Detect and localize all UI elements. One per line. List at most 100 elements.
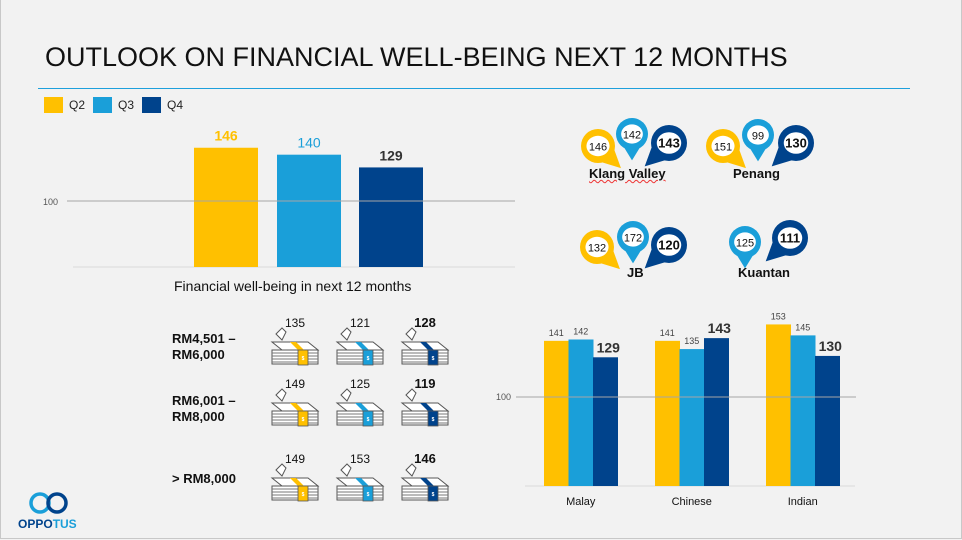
klang-valley-q4-pin-inner xyxy=(656,132,682,154)
money-stack-icon-0-q2-flap xyxy=(275,327,287,341)
legend-label-q4: Q4 xyxy=(167,98,184,112)
jb-q3-pin-inner xyxy=(622,227,644,247)
jb-q4-pin-value: 120 xyxy=(658,238,680,253)
money-stack-icon-1-q4-band-top xyxy=(420,403,434,411)
klang-valley-q4-pin-value: 143 xyxy=(658,136,680,151)
penang-q4-pin-value: 130 xyxy=(785,136,807,151)
legend: Q2 Q3 Q4 xyxy=(44,97,191,113)
penang-q2-pin-tail xyxy=(726,149,746,169)
eth-bar-indian-q3 xyxy=(790,335,816,486)
eth-tick-label-indian: Indian xyxy=(788,496,818,508)
logo-text-dark: OPPO xyxy=(18,517,53,531)
eth-tick-label-chinese: Chinese xyxy=(672,496,712,508)
income-value-0-q4: 128 xyxy=(414,315,436,330)
eth-data-label-malay-q4: 129 xyxy=(597,339,621,355)
money-stack-icon-0-q3-flap xyxy=(340,327,352,341)
legend-item-q2: Q2 xyxy=(44,97,85,113)
legend-item-q4: Q4 xyxy=(142,97,183,113)
overall-data-label-q2: 146 xyxy=(214,128,238,144)
kuantan-q3-pin-inner xyxy=(734,232,756,252)
legend-swatch-q2 xyxy=(44,97,63,113)
eth-data-label-chinese-q4: 143 xyxy=(708,320,732,336)
eth-tick-label-malay: Malay xyxy=(566,496,596,508)
penang-q2-pin-inner xyxy=(711,135,735,157)
money-stack-icon-0-q4-band-top xyxy=(420,342,434,350)
jb-q2-pin-value: 132 xyxy=(588,243,606,255)
money-stack-icon-1-q4-dollar: $ xyxy=(432,417,435,423)
eth-bar-chinese-q4 xyxy=(704,338,729,486)
eth-data-label-indian-q2: 153 xyxy=(771,311,786,321)
region-label-penang: Penang xyxy=(733,166,780,181)
eth-bar-chinese-q3 xyxy=(679,349,705,486)
jb-q2-pin-inner xyxy=(585,236,609,258)
legend-label-q2: Q2 xyxy=(69,98,86,112)
klang-valley-q4-pin-tail xyxy=(644,146,666,167)
income-value-0-q2: 135 xyxy=(285,316,305,330)
income-label-2: RM6,001 – RM8,000 xyxy=(172,393,236,425)
overall-data-label-q4: 129 xyxy=(379,147,403,163)
money-stack-icon-1-q4-band xyxy=(427,410,439,427)
money-stack-icon-2-q3-band xyxy=(362,485,374,502)
income-label-2-line1: RM6,001 – xyxy=(172,393,236,408)
money-stack-icon-2-q4-band-top xyxy=(420,478,434,486)
logo-text-light: TUS xyxy=(52,517,77,531)
eth-bar-malay-q4 xyxy=(593,357,618,486)
money-stack-icon-0-q3-dollar: $ xyxy=(367,356,370,362)
region-label-jb: JB xyxy=(627,265,644,280)
income-label-2-line2: RM8,000 xyxy=(172,409,225,424)
ethnicity-bar-chart: 141 142 129 Malay 141 135 143 Chinese 153 145 130 I… xyxy=(496,311,856,508)
money-stack-icon-2-q2-flap xyxy=(275,463,287,477)
overall-chart-xlabel: Financial well-being in next 12 months xyxy=(174,278,412,294)
eth-bar-malay-q3 xyxy=(568,339,594,486)
slide-title: OUTLOOK ON FINANCIAL WELL-BEING NEXT 12 … xyxy=(45,42,788,72)
income-value-2-q4: 146 xyxy=(414,451,436,466)
klang-valley-q2-pin-value: 146 xyxy=(589,142,607,154)
income-value-2-q2: 149 xyxy=(285,452,305,466)
eth-data-label-indian-q3: 145 xyxy=(795,322,810,332)
legend-item-q3: Q3 xyxy=(93,97,134,113)
money-stack-icon-0-q2-band xyxy=(297,349,309,366)
income-label-3: > RM8,000 xyxy=(172,471,236,487)
penang-q2-pin-value: 151 xyxy=(714,142,732,154)
money-stack-icon-2-q4-flap xyxy=(405,463,417,477)
money-stack-icon-2-q3-flap xyxy=(340,463,352,477)
money-stack-icon-0-q2: $ xyxy=(270,327,320,366)
region-pins: 146 142 143 151 99 130 132 172 120 125 111 xyxy=(580,118,814,270)
overall-bar-q3 xyxy=(277,154,341,267)
jb-q4-pin-tail xyxy=(644,248,666,269)
kuantan-q4-pin-tail xyxy=(765,241,787,262)
kuantan-q4-pin-value: 111 xyxy=(780,231,800,246)
jb-q3-pin-value: 172 xyxy=(624,233,642,245)
penang-q3-pin-tail xyxy=(749,147,767,162)
money-stack-icon-2-q4-band xyxy=(427,485,439,502)
eth-data-label-chinese-q2: 141 xyxy=(660,328,675,338)
money-stack-icon-1-q3: $ xyxy=(335,388,385,427)
eth-bar-indian-q2 xyxy=(766,324,791,486)
money-stack-icon-1-q3-band-top xyxy=(355,403,369,411)
money-stack-icon-2-q3-band-top xyxy=(355,478,369,486)
penang-q3-pin-value: 99 xyxy=(752,131,764,143)
money-stack-icon-1-q3-dollar: $ xyxy=(367,417,370,423)
eth-data-label-malay-q3: 142 xyxy=(573,326,588,336)
overall-reference-label: 100 xyxy=(43,197,58,207)
income-value-2-q3: 153 xyxy=(350,452,370,466)
overall-bar-q2 xyxy=(194,147,258,267)
overall-bar-q4 xyxy=(359,167,423,267)
eth-data-label-malay-q2: 141 xyxy=(549,328,564,338)
penang-q3-pin-inner xyxy=(747,125,769,145)
title-divider xyxy=(38,88,910,89)
money-stack-icon-0-q3-band-top xyxy=(355,342,369,350)
region-label-kuantan: Kuantan xyxy=(738,265,790,280)
money-stack-icon-0-q4-flap xyxy=(405,327,417,341)
region-label-klang-valley: Klang Valley xyxy=(589,166,666,181)
penang-q4-pin-tail xyxy=(771,146,793,167)
money-stack-icon-0-q3: $ xyxy=(335,327,385,366)
eth-bar-indian-q4 xyxy=(815,355,840,486)
jb-q2-pin-tail xyxy=(600,250,620,270)
jb-q4-pin-inner xyxy=(656,234,682,256)
money-stack-icon-0-q4-band xyxy=(427,349,439,366)
klang-valley-q2-pin-tail xyxy=(601,149,621,169)
income-label-1-line2: RM6,000 xyxy=(172,347,225,362)
legend-swatch-q4 xyxy=(142,97,162,113)
legend-swatch-q3 xyxy=(93,97,113,113)
